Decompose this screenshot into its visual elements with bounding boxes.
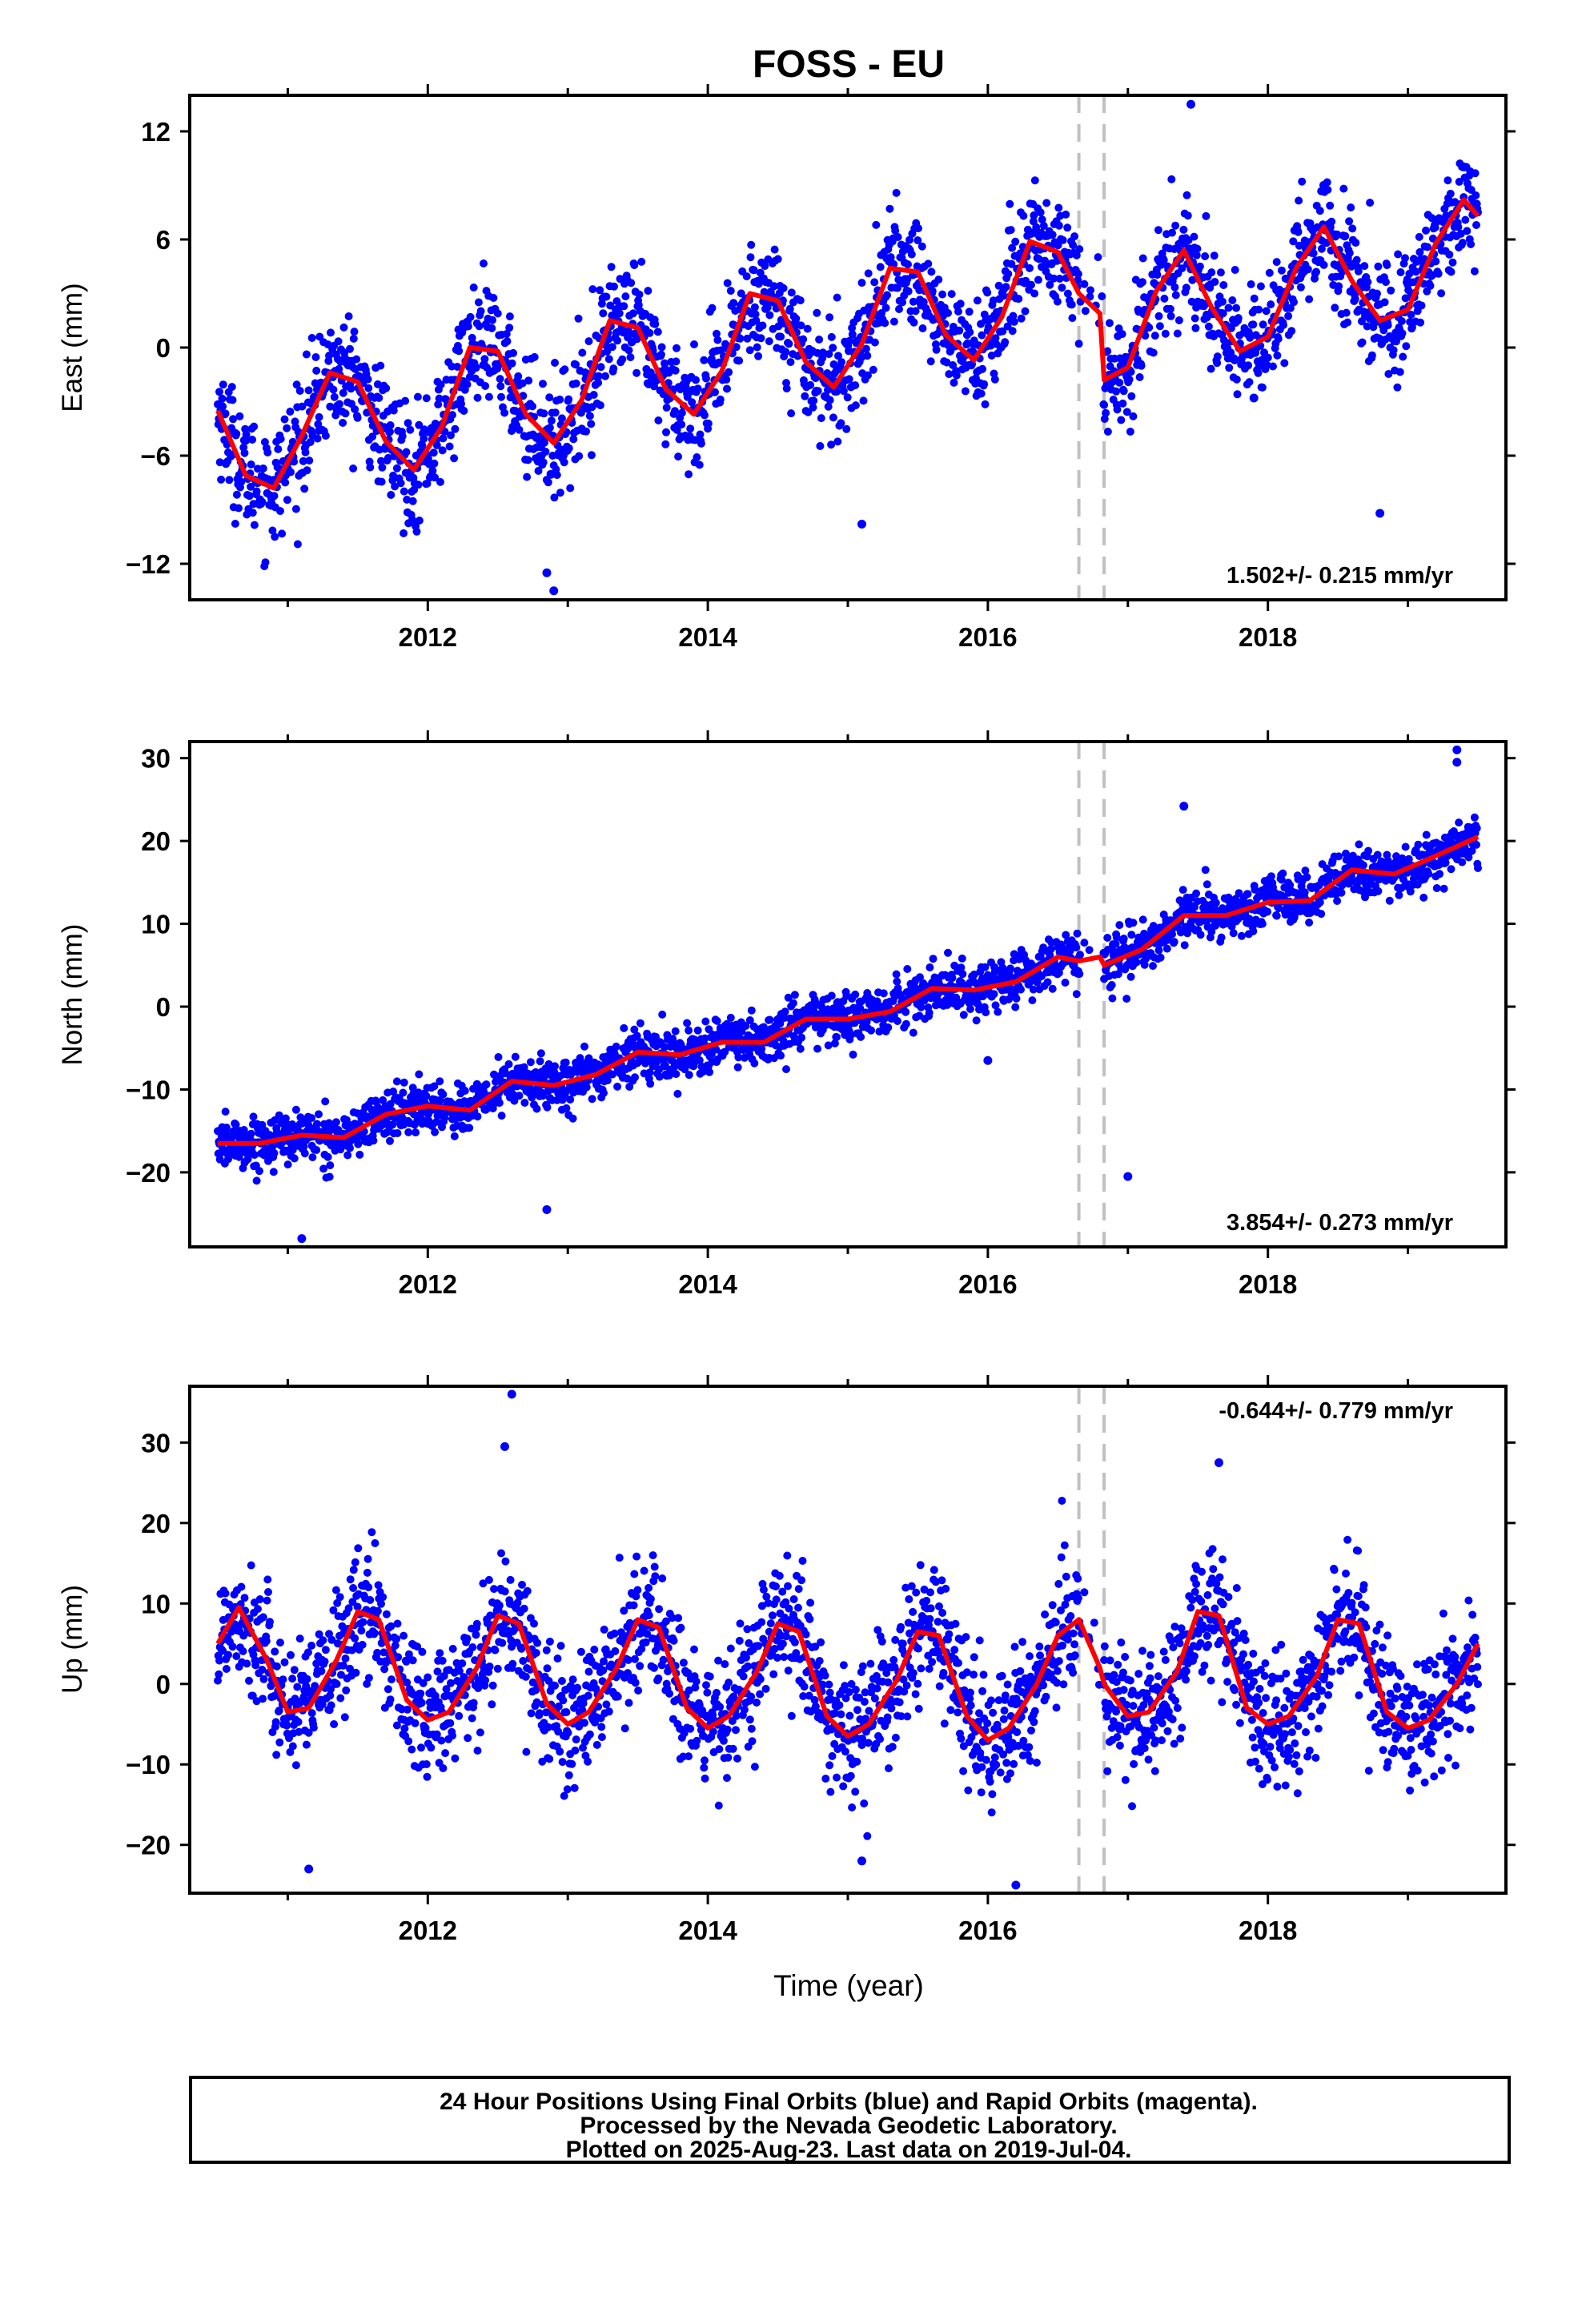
north-outlier-point — [1123, 1172, 1133, 1181]
east-x-tick-label: 2016 — [958, 622, 1017, 652]
caption-line-3: Plotted on 2025-Aug-23. Last data on 201… — [566, 2137, 1132, 2163]
up-y-tick-label: 0 — [156, 1670, 171, 1699]
north-data-points — [214, 745, 1482, 1244]
north-rate-label: 3.854+/- 0.273 mm/yr — [1227, 1210, 1453, 1236]
up-outlier-point — [304, 1864, 314, 1874]
east-x-tick-label: 2014 — [678, 622, 737, 652]
north-x-tick-label: 2018 — [1239, 1269, 1297, 1299]
east-outlier-point — [1375, 509, 1385, 518]
north-outlier-point — [542, 1204, 552, 1214]
up-x-tick-label: 2014 — [678, 1916, 737, 1945]
up-rate-label: -0.644+/- 0.779 mm/yr — [1219, 1398, 1453, 1424]
east-outlier-point — [549, 586, 559, 596]
east-outlier-point — [857, 520, 866, 529]
east-x-tick-label: 2018 — [1239, 622, 1297, 652]
figure-title: FOSS - EU — [753, 43, 945, 86]
east-panel: −12 −6 0 6 12 2012 2014 2016 2018 East (mm) 1.502+… — [57, 84, 1516, 652]
east-data-points — [214, 99, 1482, 596]
up-model-curve — [215, 1605, 1480, 1743]
up-y-tick-label: −10 — [126, 1750, 171, 1779]
east-axis-ticks: −12 −6 0 6 12 2012 2014 2016 2018 — [126, 84, 1516, 652]
north-daily-positions — [214, 813, 1482, 1185]
east-y-tick-label: −6 — [140, 441, 171, 471]
north-panel: −20 −10 0 10 20 30 2012 2014 2016 2018 North (mm) 3… — [57, 730, 1516, 1299]
up-outlier-point — [507, 1389, 516, 1399]
north-y-axis-label: North (mm) — [57, 924, 88, 1066]
north-y-tick-label: −10 — [126, 1075, 171, 1104]
up-data-points — [214, 1389, 1482, 1890]
north-outlier-point — [297, 1234, 307, 1244]
east-outlier-point — [542, 568, 552, 577]
caption-frame — [189, 2076, 1511, 2164]
north-outlier-point — [1452, 758, 1462, 767]
north-outlier-point — [983, 1055, 993, 1065]
north-outlier-point — [1452, 745, 1462, 754]
up-y-tick-label: −20 — [126, 1831, 171, 1860]
up-x-tick-label: 2016 — [958, 1916, 1017, 1945]
up-x-tick-label: 2012 — [399, 1916, 457, 1945]
north-y-tick-label: 20 — [141, 826, 171, 856]
up-outlier-point — [1011, 1880, 1021, 1890]
up-axis-ticks: −20 −10 0 10 20 30 2012 2014 2016 2018 — [126, 1375, 1516, 1945]
up-y-axis-label: Up (mm) — [57, 1585, 88, 1694]
east-y-axis-label: East (mm) — [57, 283, 88, 412]
east-x-tick-label: 2012 — [399, 622, 457, 652]
north-x-tick-label: 2014 — [678, 1269, 737, 1299]
up-y-tick-label: 10 — [141, 1589, 171, 1618]
north-y-tick-label: −20 — [126, 1158, 171, 1188]
east-y-tick-label: −12 — [126, 549, 171, 579]
north-x-tick-label: 2016 — [958, 1269, 1017, 1299]
east-y-tick-label: 12 — [141, 117, 171, 147]
east-y-tick-label: 6 — [156, 225, 171, 255]
east-y-tick-label: 0 — [156, 333, 171, 363]
x-axis-label: Time (year) — [773, 1969, 924, 2002]
north-step-lines — [1077, 742, 1106, 1247]
up-y-tick-label: 30 — [141, 1428, 171, 1458]
caption-box: 24 Hour Positions Using Final Orbits (bl… — [189, 2076, 1511, 2164]
north-x-tick-label: 2012 — [399, 1269, 457, 1299]
east-rate-label: 1.502+/- 0.215 mm/yr — [1227, 563, 1453, 589]
north-model-curve — [218, 834, 1480, 1146]
up-outlier-point — [500, 1441, 510, 1451]
caption-line-2: Processed by the Nevada Geodetic Laborat… — [580, 2113, 1117, 2139]
up-y-tick-label: 20 — [141, 1509, 171, 1538]
up-outlier-point — [857, 1856, 866, 1866]
caption-line-1: 24 Hour Positions Using Final Orbits (bl… — [440, 2089, 1258, 2115]
up-x-tick-label: 2018 — [1239, 1916, 1297, 1945]
up-panel: −20 −10 0 10 20 30 2012 2014 2016 2018 Up (mm) -0.6… — [57, 1375, 1516, 1945]
east-outlier-point — [1186, 99, 1195, 109]
east-model-curve — [215, 197, 1480, 491]
up-outlier-point — [1214, 1458, 1223, 1467]
east-step-lines — [1077, 95, 1106, 600]
north-y-tick-label: 10 — [141, 910, 171, 939]
north-y-tick-label: 0 — [156, 992, 171, 1022]
north-axis-ticks: −20 −10 0 10 20 30 2012 2014 2016 2018 — [126, 730, 1516, 1299]
up-daily-positions — [214, 1497, 1482, 1840]
east-outlier-point — [1249, 393, 1259, 403]
north-y-tick-label: 30 — [141, 744, 171, 774]
north-outlier-point — [1179, 802, 1189, 811]
